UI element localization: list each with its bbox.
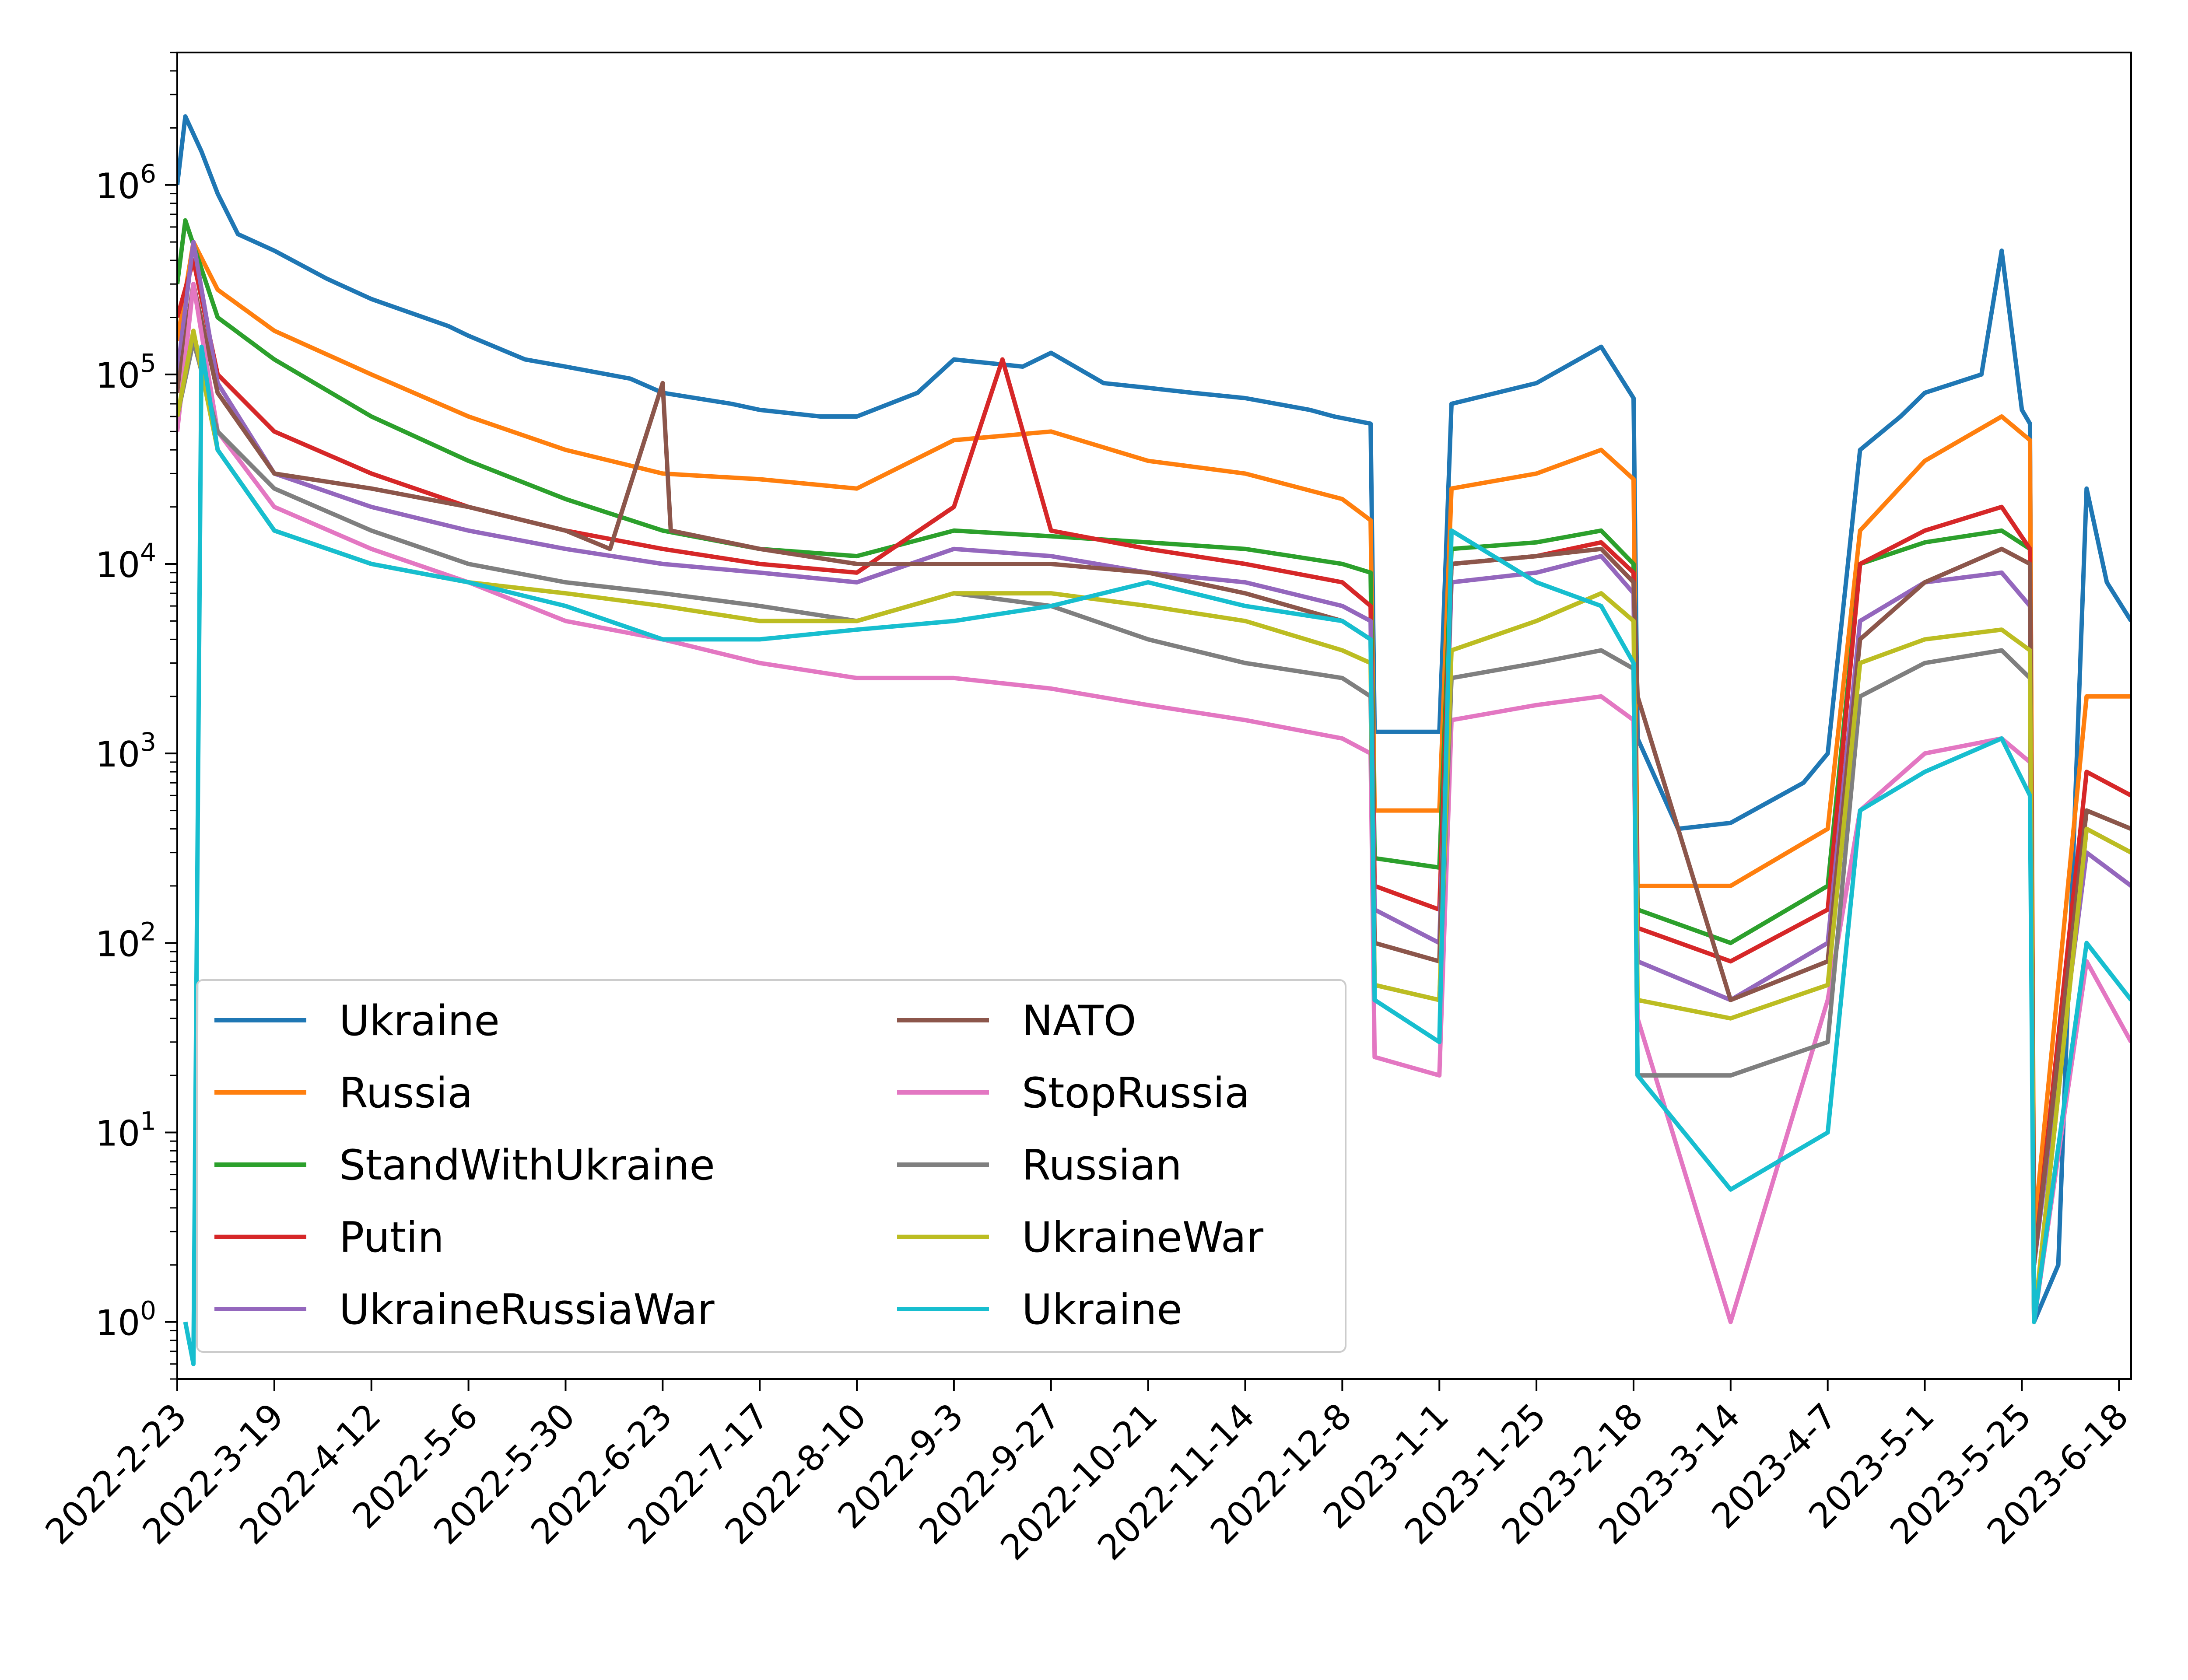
legend-label: NATO xyxy=(1022,997,1136,1045)
plot-frame xyxy=(176,52,2132,1380)
legend: Ukraine Russia StandWithUkraine Putin Ukrain… xyxy=(196,979,1346,1353)
legend-label: StopRussia xyxy=(1022,1069,1250,1117)
legend-label: Russia xyxy=(339,1069,473,1117)
y-axis: 100 101 102 103 104 105 106 xyxy=(95,52,177,1380)
y-tick-label: 104 xyxy=(95,538,156,585)
legend-label: Ukraine xyxy=(339,997,500,1045)
legend-label: StandWithUkraine xyxy=(339,1141,715,1190)
y-tick-label: 105 xyxy=(95,348,156,396)
series-layer xyxy=(177,114,2131,1366)
legend-label: Russian xyxy=(1022,1141,1182,1190)
legend-box xyxy=(196,979,1346,1353)
y-tick-label: 103 xyxy=(95,727,156,775)
y-tick-label: 101 xyxy=(95,1106,156,1154)
y-tick-label: 100 xyxy=(95,1296,156,1344)
series-line-0 xyxy=(177,114,2131,1324)
legend-label: UkraineWar xyxy=(1022,1214,1264,1262)
legend-label: Ukraine xyxy=(1022,1286,1182,1334)
y-tick-label: 106 xyxy=(95,159,156,206)
legend-label: UkraineRussiaWar xyxy=(339,1286,715,1334)
legend-label: Putin xyxy=(339,1214,444,1262)
series-line-9 xyxy=(183,344,2131,1366)
y-tick-label: 102 xyxy=(95,917,156,964)
